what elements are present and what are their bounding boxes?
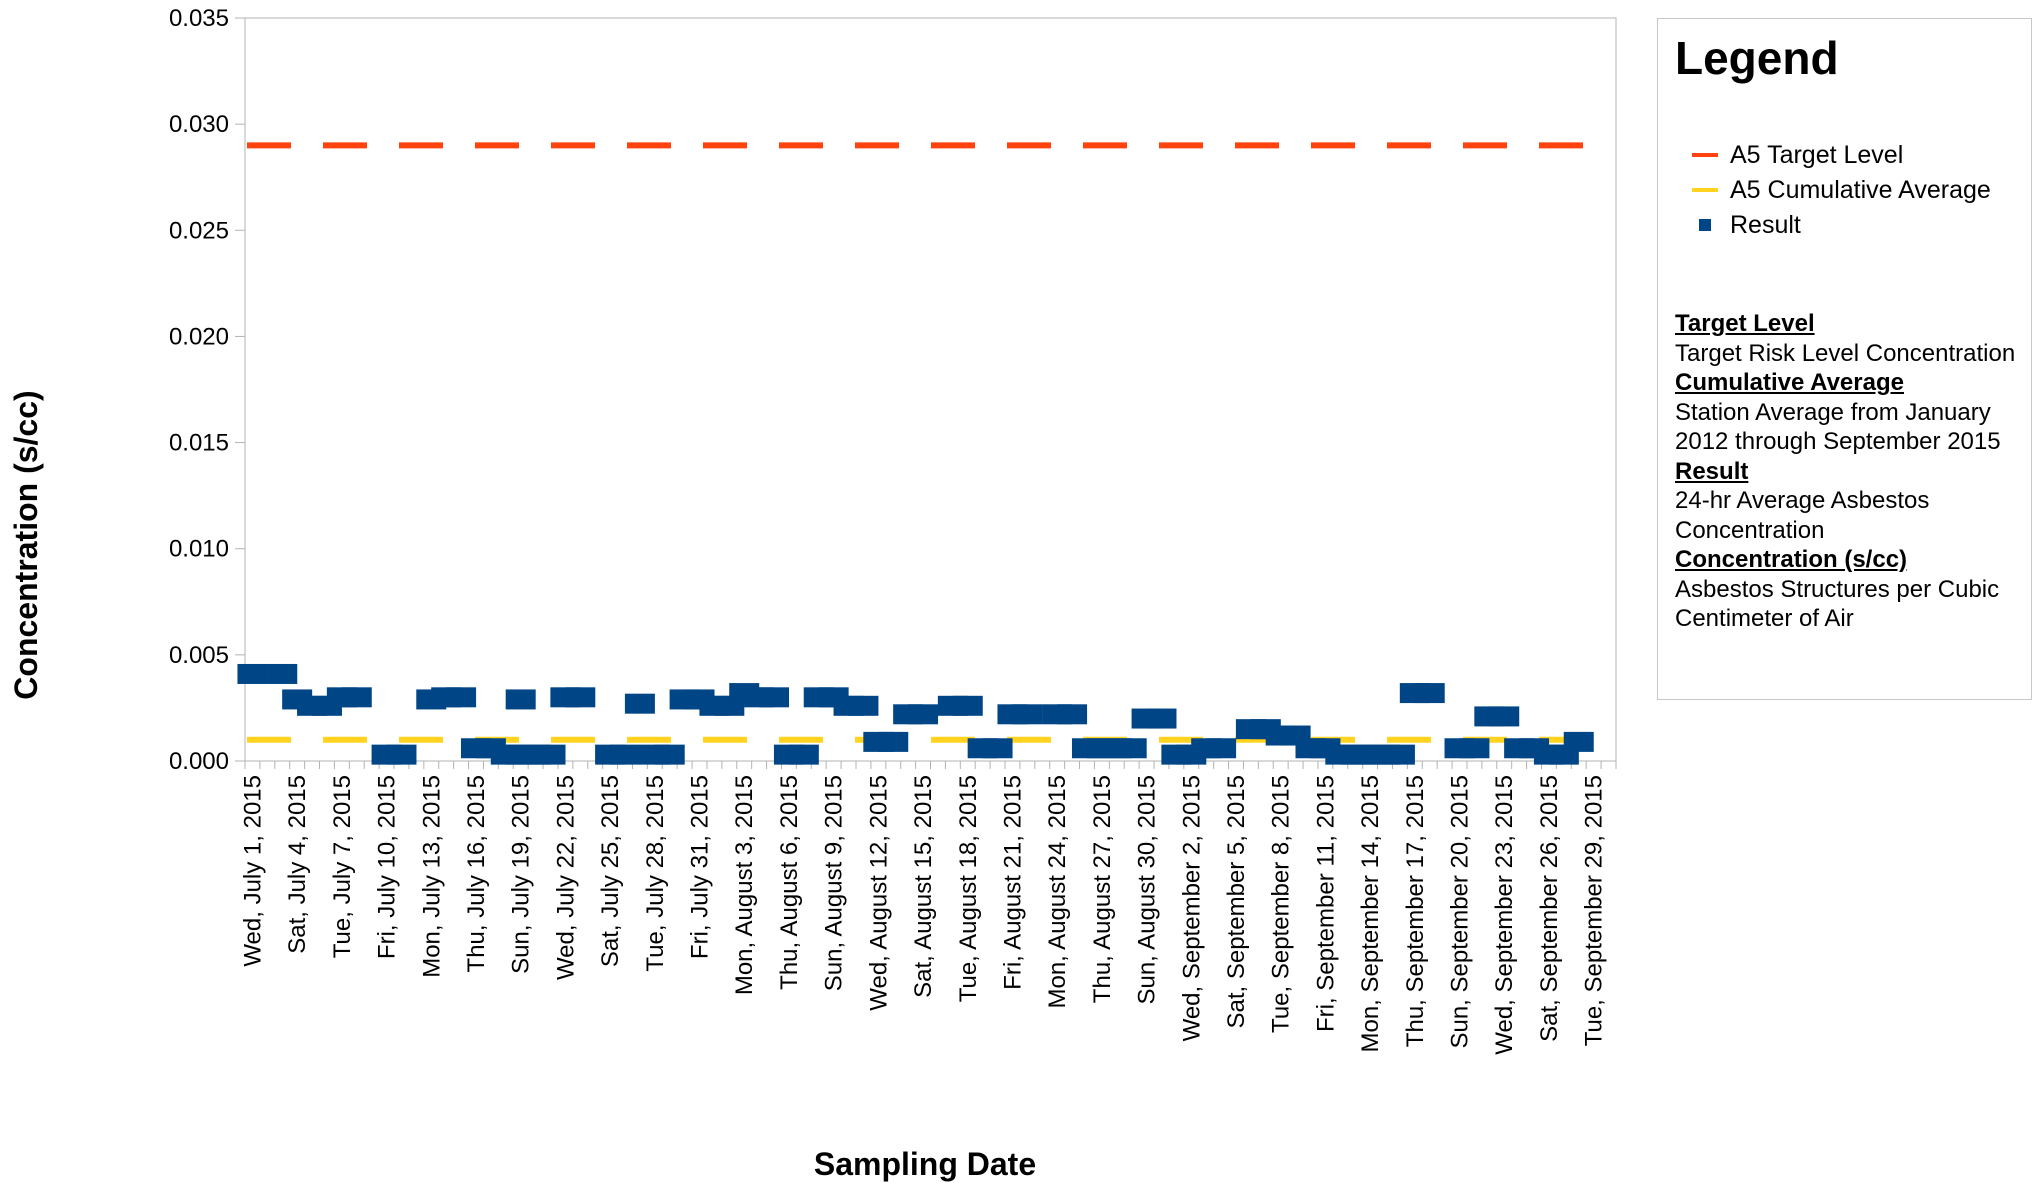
x-tick-label: Wed, September 2, 2015 [1178,775,1205,1041]
note-heading-concentration: Concentration (s/cc) [1675,546,1908,573]
note-text-cumulative-average: Station Average from January 2012 throug… [1675,398,2001,456]
note-text-result: 24-hr Average Asbestos Concentration [1675,487,1930,544]
legend-title: Legend [1675,32,1839,84]
result-point [1414,683,1445,704]
x-tick-label: Fri, August 21, 2015 [999,775,1026,990]
result-point [908,704,939,725]
x-tick-label: Tue, July 28, 2015 [642,775,669,972]
y-tick-label: 0.030 [169,111,229,138]
y-tick-label: 0.015 [169,430,229,457]
result-point [759,687,790,708]
x-tick-label: Thu, July 16, 2015 [463,775,490,972]
x-tick-label: Wed, July 22, 2015 [552,775,579,980]
target-level-swatch-icon [1692,153,1718,157]
x-tick-label: Sat, September 26, 2015 [1536,775,1563,1042]
result-point [267,663,298,684]
x-tick-label: Sat, July 25, 2015 [597,775,624,967]
y-tick-label: 0.000 [169,748,229,775]
result-point [624,693,655,714]
result-point [386,744,417,765]
result-point [505,689,536,710]
note-text-target-level: Target Risk Level Concentration [1675,339,2016,367]
result-point [1563,731,1594,752]
plot-area [244,17,1617,762]
result-point [1489,706,1520,727]
result-point [1206,738,1237,759]
note-heading-result: Result [1675,457,1749,485]
y-axis-title: Concentration (s/cc) [8,390,44,699]
legend-item-result: Result [1692,210,1801,240]
result-point [1116,738,1147,759]
result-point [952,695,983,716]
x-tick-label: Fri, July 31, 2015 [687,775,714,959]
x-tick-label: Thu, August 6, 2015 [776,775,803,990]
x-tick-label: Sun, August 9, 2015 [821,775,848,991]
result-point [237,663,268,684]
result-point [1459,738,1490,759]
x-tick-label: Wed, July 1, 2015 [239,775,266,967]
x-tick-label: Sun, August 30, 2015 [1134,775,1161,1005]
result-point [1146,708,1177,729]
note-heading-target-level: Target Level [1675,310,1815,337]
legend-item-label: Result [1730,210,1801,239]
x-tick-label: Mon, September 14, 2015 [1357,775,1384,1053]
x-axis-title: Sampling Date [814,1146,1036,1182]
x-tick-label: Tue, August 18, 2015 [955,775,982,1002]
result-point [654,744,685,765]
x-tick-label: Sat, August 15, 2015 [910,775,937,998]
result-point [1384,744,1415,765]
y-tick-label: 0.020 [169,323,229,350]
x-tick-label: Fri, July 10, 2015 [374,775,401,959]
x-tick-label: Thu, September 17, 2015 [1402,775,1429,1047]
result-point [446,687,477,708]
result-square-icon [1699,219,1711,231]
result-point [341,687,372,708]
note-text-concentration: Asbestos Structures per Cubic Centimeter… [1675,575,2000,633]
legend-panel: Legend A5 Target Level A5 Cumulative Ave… [1657,18,2032,700]
x-tick-label: Sun, September 20, 2015 [1447,775,1474,1049]
x-tick-label: Tue, July 7, 2015 [329,775,356,958]
legend-notes: Target Level Target Risk Level Concentra… [1675,309,2020,634]
result-point [878,731,909,752]
y-tick-label: 0.005 [169,642,229,669]
result-point [1057,704,1088,725]
x-tick-label: Mon, August 24, 2015 [1044,775,1071,1009]
x-tick-label: Mon, July 13, 2015 [418,775,445,978]
y-tick-label: 0.010 [169,536,229,563]
x-tick-label: Wed, September 23, 2015 [1491,775,1518,1055]
result-point [565,687,596,708]
y-tick-label: 0.025 [169,217,229,244]
legend-item-cumulative-average: A5 Cumulative Average [1692,175,1991,205]
legend-item-label: A5 Cumulative Average [1730,175,1991,204]
result-point [982,738,1013,759]
result-point [848,695,879,716]
x-tick-label: Fri, September 11, 2015 [1312,775,1339,1032]
x-tick-label: Sun, July 19, 2015 [508,775,535,974]
result-point [1012,704,1043,725]
x-tick-label: Sat, September 5, 2015 [1223,775,1250,1029]
result-point [610,744,641,765]
legend-item-label: A5 Target Level [1730,140,1904,169]
x-tick-label: Wed, August 12, 2015 [865,775,892,1011]
x-tick-label: Mon, August 3, 2015 [731,775,758,995]
result-point [535,744,566,765]
x-tick-label: Tue, September 8, 2015 [1268,775,1295,1033]
x-tick-label: Tue, September 29, 2015 [1581,775,1608,1046]
x-tick-label: Sat, July 4, 2015 [284,775,311,954]
legend-item-target-level: A5 Target Level [1692,140,1903,170]
result-point [788,744,819,765]
y-tick-label: 0.035 [169,5,229,32]
note-heading-cumulative-average: Cumulative Average [1675,369,1904,396]
x-tick-label: Thu, August 27, 2015 [1089,775,1116,1003]
cumulative-average-swatch-icon [1692,188,1718,192]
